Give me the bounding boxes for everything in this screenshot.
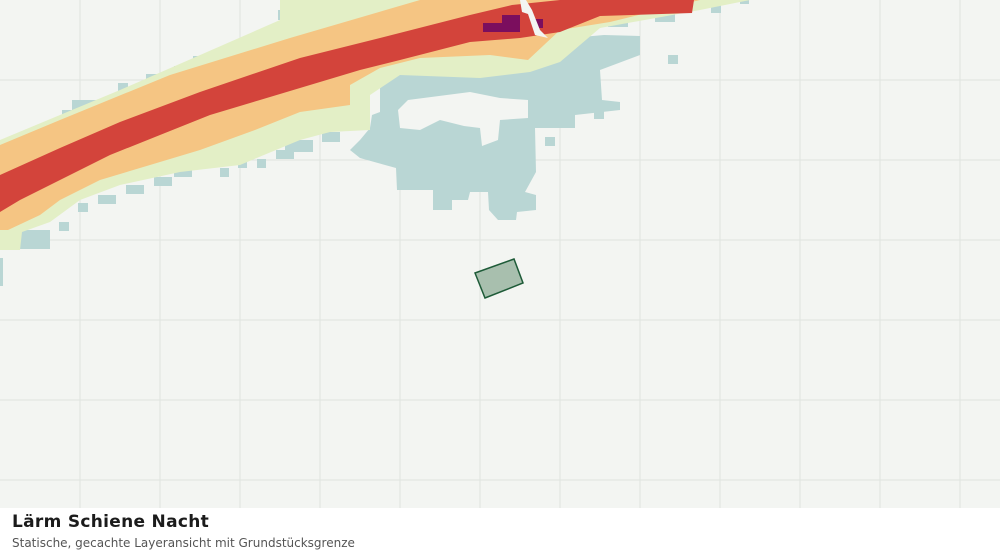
layer-title: Lärm Schiene Nacht xyxy=(12,512,210,532)
noise-cell xyxy=(126,185,144,194)
noise-cell xyxy=(59,222,69,231)
map-view xyxy=(0,0,1000,508)
track-gap xyxy=(520,0,548,38)
noise-cell xyxy=(276,150,294,159)
noise-zone-medium xyxy=(0,0,750,250)
noise-cell-extreme xyxy=(535,19,543,28)
parcel-boundary xyxy=(474,258,524,299)
noise-cell xyxy=(322,132,340,142)
noise-zone-extreme xyxy=(483,15,543,32)
noise-cell xyxy=(220,168,229,177)
noise-cell xyxy=(594,110,604,119)
noise-cell xyxy=(668,55,678,64)
noise-cell xyxy=(711,4,721,13)
noise-cell xyxy=(257,159,266,168)
noise-cell xyxy=(545,137,555,146)
noise-cell xyxy=(174,168,192,177)
caption: Lärm Schiene Nacht Statische, gecachte L… xyxy=(12,512,992,550)
layer-subtitle: Statische, gecachte Layeransicht mit Gru… xyxy=(12,536,355,550)
noise-cell xyxy=(98,195,116,204)
noise-zone-high xyxy=(0,0,700,230)
noise-cell-extreme xyxy=(483,15,520,32)
noise-cell xyxy=(118,83,128,92)
noise-cell xyxy=(154,177,172,186)
noise-cell xyxy=(655,12,675,22)
noise-cell xyxy=(0,258,3,286)
noise-cell xyxy=(740,0,749,4)
noise-gap xyxy=(398,92,528,146)
noise-cell xyxy=(78,203,88,212)
